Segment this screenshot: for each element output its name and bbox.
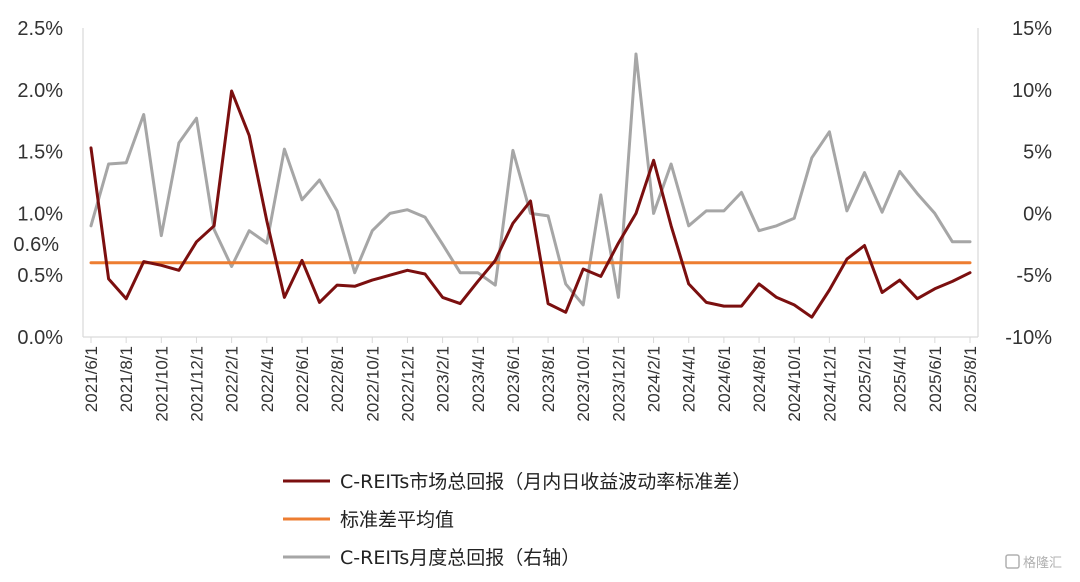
- x-tick-label: 2022/2/1: [223, 346, 242, 412]
- right-tick-label: 5%: [1023, 142, 1052, 164]
- watermark: 格隆汇: [1005, 554, 1062, 571]
- legend-label-standard-deviation: C-REITs市场总回报（月内日收益波动率标准差）: [340, 471, 751, 493]
- x-tick-label: 2022/10/1: [363, 346, 382, 422]
- x-ticks: 2021/6/1 2021/8/1 2021/10/1 2021/12/1 2022/2…: [82, 337, 980, 422]
- x-tick-label: 2023/2/1: [434, 346, 453, 412]
- right-ticks: -10% -5% 0% 5% 10% 15%: [1005, 18, 1052, 349]
- series-layer: [89, 52, 972, 319]
- x-tick-label: 2022/6/1: [293, 346, 312, 412]
- x-tick-label: 2024/12/1: [820, 346, 839, 422]
- x-tick-label: 2024/2/1: [645, 346, 664, 412]
- axes: [82, 28, 979, 338]
- x-tick-label: 2023/12/1: [609, 346, 628, 422]
- x-tick-label: 2021/6/1: [82, 346, 101, 412]
- legend-label-monthly-return: C-REITs月度总回报（右轴）: [340, 547, 580, 569]
- x-tick-label: 2025/2/1: [856, 346, 875, 412]
- left-tick-label-average: 0.6%: [13, 234, 59, 256]
- legend: C-REITs市场总回报（月内日收益波动率标准差） 标准差平均值 C-REITs…: [283, 471, 751, 569]
- right-tick-label: -10%: [1005, 327, 1052, 349]
- x-tick-label: 2021/10/1: [152, 346, 171, 422]
- right-tick-label: -5%: [1016, 265, 1052, 287]
- x-tick-label: 2024/10/1: [785, 346, 804, 422]
- left-tick-label: 0.5%: [17, 265, 63, 287]
- x-tick-label: 2024/6/1: [715, 346, 734, 412]
- x-tick-label: 2025/6/1: [926, 346, 945, 412]
- x-tick-label: 2025/4/1: [891, 346, 910, 412]
- left-tick-label: 0.0%: [17, 327, 63, 349]
- right-tick-label: 15%: [1012, 18, 1052, 40]
- x-tick-label: 2022/12/1: [398, 346, 417, 422]
- gelonghui-logo-icon: [1005, 554, 1020, 569]
- x-tick-label: 2022/4/1: [258, 346, 277, 412]
- series-standard-deviation-line: [89, 89, 972, 319]
- x-tick-label: 2023/4/1: [469, 346, 488, 412]
- left-tick-label: 1.5%: [17, 142, 63, 164]
- x-tick-label: 2022/8/1: [328, 346, 347, 412]
- x-tick-label: 2021/12/1: [187, 346, 206, 422]
- legend-label-average: 标准差平均值: [340, 509, 454, 531]
- x-tick-label: 2023/6/1: [504, 346, 523, 412]
- x-tick-label: 2024/8/1: [750, 346, 769, 412]
- left-tick-label: 2.0%: [17, 80, 63, 102]
- x-tick-label: 2025/8/1: [961, 346, 980, 412]
- watermark-text: 格隆汇: [1023, 555, 1062, 571]
- series-monthly-return-line: [89, 52, 972, 307]
- x-tick-label: 2021/8/1: [117, 346, 136, 412]
- x-tick-label: 2023/10/1: [574, 346, 593, 422]
- x-tick-label: 2024/4/1: [680, 346, 699, 412]
- left-tick-label: 1.0%: [17, 203, 63, 225]
- right-tick-label: 0%: [1023, 203, 1052, 225]
- left-tick-label: 2.5%: [17, 18, 63, 40]
- x-tick-label: 2023/8/1: [539, 346, 558, 412]
- right-tick-label: 10%: [1012, 80, 1052, 102]
- left-ticks: 0.0% 0.5% 1.0% 1.5% 2.0% 2.5% 0.6%: [13, 18, 63, 349]
